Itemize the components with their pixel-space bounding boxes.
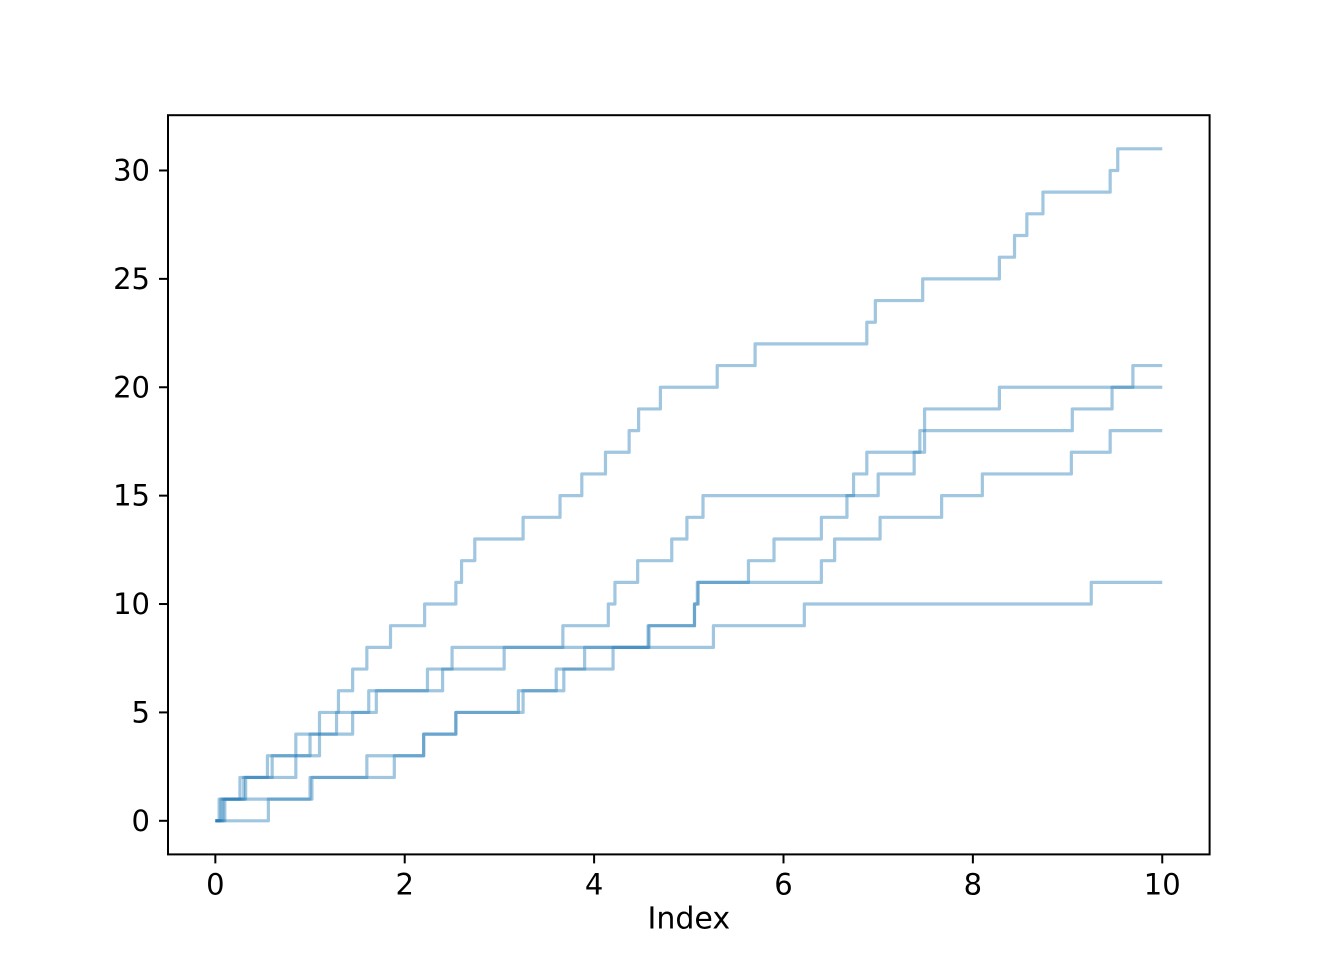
y-tick-label: 10	[113, 587, 150, 621]
series-path-3	[215, 385, 1163, 823]
x-tick-label: 0	[206, 867, 224, 901]
y-tick-label: 5	[132, 695, 150, 729]
plot-area	[168, 115, 1210, 855]
series-path-1	[215, 147, 1163, 823]
y-tick-label: 30	[113, 153, 150, 187]
series-path-2	[215, 363, 1163, 823]
series-path-4	[215, 429, 1163, 823]
y-tick-label: 0	[132, 804, 150, 838]
x-tick-label: 4	[585, 867, 603, 901]
axes-spines	[167, 114, 1211, 856]
x-tick-label: 10	[1144, 867, 1181, 901]
y-tick-label: 20	[113, 370, 150, 404]
x-tick-label: 8	[964, 867, 982, 901]
x-tick-label: 6	[774, 867, 792, 901]
series-path-5	[215, 580, 1163, 823]
x-axis-label: Index	[648, 901, 731, 936]
x-tick-label: 2	[396, 867, 414, 901]
y-tick-label: 15	[113, 479, 150, 513]
y-tick-label: 25	[113, 262, 150, 296]
